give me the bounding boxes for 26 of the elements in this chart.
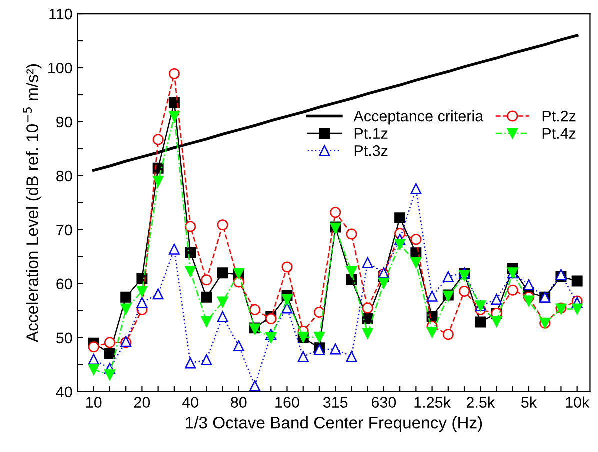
y-tick-label: 90 xyxy=(56,116,72,128)
y-axis-title: Acceleration Level (dB ref. 10$^{−5}$ m/s²) xyxy=(23,64,42,342)
y-tick-label: 80 xyxy=(56,170,72,182)
y-tick-label: 70 xyxy=(56,224,72,236)
y-tick-label: 40 xyxy=(56,386,72,398)
x-tick-label: 20 xyxy=(134,397,150,408)
y-tick-label: 100 xyxy=(48,62,72,74)
x-tick-label: 1.25k xyxy=(414,396,451,408)
legend-label: Pt.3z xyxy=(354,146,388,156)
x-axis-title: 1/3 Octave Band Center Frequency (Hz) xyxy=(186,416,482,432)
x-tick-label: 5k xyxy=(522,396,538,408)
x-tick-label: 10k xyxy=(566,396,590,408)
y-tick-label: 50 xyxy=(56,332,72,344)
legend-label: Pt.4z xyxy=(542,128,576,139)
x-tick-label: 10 xyxy=(86,397,102,408)
legend-label: Acceptance criteria xyxy=(354,110,484,125)
y-tick-label: 110 xyxy=(50,8,72,20)
x-tick-label: 315 xyxy=(323,397,348,408)
y-tick-label: 60 xyxy=(56,278,72,290)
legend-label: Pt.1z xyxy=(354,128,388,139)
x-tick-label: 160 xyxy=(276,397,300,408)
x-tick-label: 630 xyxy=(372,397,396,408)
x-tick-label: 80 xyxy=(231,397,247,408)
x-tick-label: 2.5k xyxy=(466,396,496,408)
x-tick-label: 40 xyxy=(182,397,198,408)
legend-label: Pt.2z xyxy=(542,110,576,122)
